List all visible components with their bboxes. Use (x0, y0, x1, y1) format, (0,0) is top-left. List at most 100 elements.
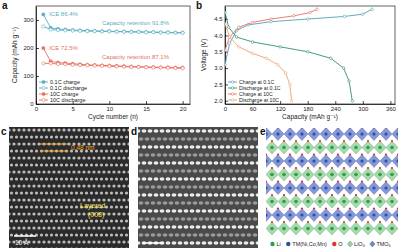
atom-column (62, 184, 65, 187)
y-axis-title: Capacity (mAh g⁻¹) (11, 27, 19, 83)
atom-column (166, 177, 171, 181)
atom-column (70, 205, 73, 208)
tmo6-octahedron (332, 128, 344, 141)
series-marker (159, 66, 162, 69)
series-marker (64, 28, 67, 31)
atom-column (17, 212, 20, 215)
atom-column (148, 161, 153, 165)
atom-column (138, 129, 140, 133)
atom-column (97, 184, 100, 187)
atom-column (154, 225, 159, 229)
legend-marker (286, 242, 290, 246)
atom-column (253, 169, 258, 173)
series-marker (152, 30, 155, 33)
atom-column (184, 241, 189, 245)
atom-column (139, 137, 144, 141)
tmo6-octahedron (332, 155, 344, 168)
series-line (225, 9, 372, 65)
atom-column (105, 177, 108, 180)
atom-column (22, 170, 25, 173)
atom-column (220, 225, 225, 229)
atom-column (57, 240, 60, 243)
atom-column (226, 177, 231, 181)
atom-column (160, 225, 165, 229)
atom-column (196, 241, 201, 245)
atom-column (151, 201, 156, 205)
atom-column (100, 135, 103, 138)
atom-column (82, 156, 85, 159)
tmo6-octahedron (296, 155, 308, 168)
atom-column (10, 135, 13, 138)
y-tick: 4.0 (214, 33, 228, 39)
atom-column (142, 225, 147, 229)
atom-column (55, 135, 58, 138)
o-atom (301, 128, 303, 129)
atom-column (244, 145, 249, 149)
atom-column (30, 135, 33, 138)
atom-column (105, 205, 108, 208)
atom-column (125, 177, 128, 180)
series-marker (86, 63, 89, 66)
atom-column (42, 128, 45, 131)
atom-column (178, 241, 183, 245)
atom-column (175, 201, 180, 205)
atom-column (122, 156, 125, 159)
atom-column (172, 241, 177, 245)
atom-column (30, 177, 33, 180)
atom-column (70, 219, 73, 222)
atom-column (27, 198, 30, 201)
tm-atom (276, 186, 279, 189)
atom-column (145, 185, 150, 189)
atom-column (107, 128, 110, 131)
atom-column (208, 209, 213, 213)
legend-label: 10C discharge (50, 97, 85, 103)
atom-column (199, 233, 204, 237)
atom-column (75, 135, 78, 138)
atom-column (107, 212, 110, 215)
atom-column (47, 184, 50, 187)
atom-column (67, 184, 70, 187)
y-tick-mark (225, 68, 228, 69)
atom-column (175, 217, 180, 221)
o-atom (391, 167, 393, 169)
atom-column (202, 177, 207, 181)
atom-column (127, 128, 129, 131)
atom-column (55, 177, 58, 180)
o-atom (385, 207, 387, 209)
atom-column (40, 191, 43, 194)
lio6-octahedron (290, 168, 302, 181)
atom-column (32, 184, 35, 187)
atom-column (95, 247, 98, 248)
atom-column (75, 163, 78, 166)
series-marker (71, 63, 74, 66)
atom-column (10, 233, 13, 236)
atom-column (97, 142, 100, 145)
atom-column (166, 129, 171, 133)
atom-column (12, 212, 15, 215)
atom-column (15, 219, 18, 222)
atom-column (67, 156, 70, 159)
atom-column (125, 163, 128, 166)
series-marker (343, 15, 346, 18)
o-atom (266, 207, 267, 209)
series-marker (78, 63, 81, 66)
atom-column (160, 193, 165, 197)
atom-column (256, 209, 258, 213)
tmo6-octahedron (320, 209, 332, 222)
atom-column (105, 135, 108, 138)
atom-column (148, 145, 153, 149)
series-marker (279, 46, 282, 49)
atom-column (85, 135, 88, 138)
atom-column (214, 129, 219, 133)
series-marker (225, 11, 226, 14)
tmo6-octahedron (308, 209, 320, 222)
legend-label: TM(Ni,Co,Mn) (292, 241, 327, 247)
atom-column (220, 209, 225, 213)
o-atom (313, 180, 315, 182)
series-marker (371, 8, 374, 11)
atom-column (25, 191, 28, 194)
lio6-octahedron (338, 168, 350, 181)
y-tick-mark (36, 104, 39, 105)
atom-column (117, 226, 120, 229)
tmo6-octahedron (266, 182, 272, 195)
